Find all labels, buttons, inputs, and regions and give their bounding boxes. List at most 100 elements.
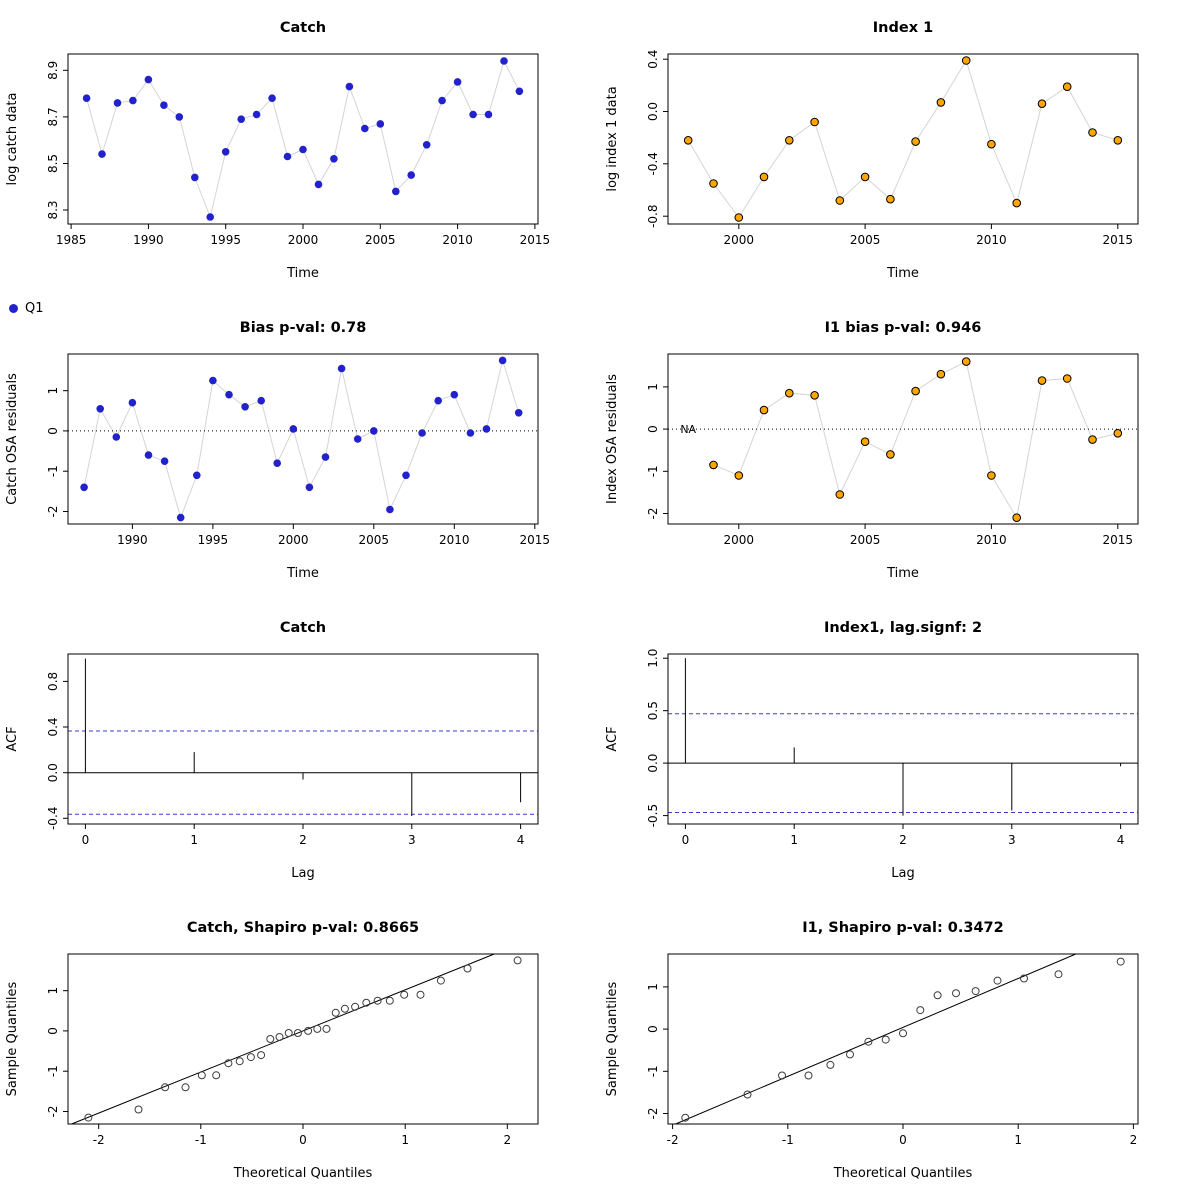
svg-text:1: 1 (1014, 1133, 1022, 1147)
index-acf-chart: Index1, lag.signf: 2 Lag ACF 0 1 2 3 4 -0.5 0.0 0.… (605, 620, 1139, 881)
svg-text:2000: 2000 (278, 533, 309, 547)
svg-text:Lag: Lag (291, 866, 314, 881)
plot-index-osa-residuals: I1 bias p-val: 0.946 Time Index OSA residu… (600, 300, 1200, 600)
svg-text:-2: -2 (93, 1133, 105, 1147)
svg-text:-1: -1 (46, 465, 60, 477)
svg-text:1: 1 (46, 987, 60, 995)
svg-text:2015: 2015 (520, 533, 551, 547)
svg-text:2000: 2000 (724, 233, 755, 247)
svg-text:8.3: 8.3 (46, 200, 60, 219)
svg-text:1: 1 (646, 983, 660, 991)
svg-text:1: 1 (790, 833, 798, 847)
svg-text:1985: 1985 (56, 233, 87, 247)
svg-text:Index1, lag.signf: 2: Index1, lag.signf: 2 (824, 620, 982, 636)
svg-text:0: 0 (82, 833, 90, 847)
svg-text:3: 3 (1008, 833, 1016, 847)
svg-text:Index 1: Index 1 (873, 20, 933, 36)
svg-text:2005: 2005 (850, 233, 881, 247)
svg-text:0: 0 (646, 1025, 660, 1033)
svg-text:0: 0 (299, 1133, 307, 1147)
svg-text:Theoretical Quantiles: Theoretical Quantiles (833, 1166, 973, 1181)
svg-text:1.0: 1.0 (646, 649, 660, 668)
svg-text:0: 0 (46, 427, 60, 435)
svg-text:Time: Time (286, 266, 319, 281)
svg-text:Sample Quantiles: Sample Quantiles (5, 981, 20, 1096)
svg-text:1990: 1990 (133, 233, 164, 247)
svg-text:-1: -1 (646, 1065, 660, 1077)
svg-text:2005: 2005 (365, 233, 396, 247)
svg-text:Catch: Catch (280, 620, 326, 636)
catch-acf-chart: Catch Lag ACF 0 1 2 3 4 -0.4 0.0 0.4 0.8 (5, 620, 539, 881)
svg-text:Bias p-val: 0.78: Bias p-val: 0.78 (240, 320, 367, 336)
svg-text:1: 1 (401, 1133, 409, 1147)
svg-text:0: 0 (646, 425, 660, 433)
svg-text:0.8: 0.8 (46, 672, 60, 691)
svg-text:log catch data: log catch data (5, 93, 20, 186)
svg-text:-0.4: -0.4 (46, 807, 60, 830)
svg-text:ACF: ACF (605, 726, 620, 751)
svg-text:0.0: 0.0 (646, 102, 660, 121)
svg-text:Theoretical Quantiles: Theoretical Quantiles (233, 1166, 373, 1181)
svg-text:2000: 2000 (288, 233, 319, 247)
plot-catch-data: Catch Time log catch data 1985 1990 1995 2000 2… (0, 0, 600, 300)
svg-text:-1: -1 (46, 1065, 60, 1077)
svg-text:8.7: 8.7 (46, 107, 60, 126)
svg-text:log index 1 data: log index 1 data (605, 86, 620, 191)
svg-text:8.5: 8.5 (46, 154, 60, 173)
svg-text:I1 bias p-val: 0.946: I1 bias p-val: 0.946 (825, 320, 982, 336)
svg-text:2: 2 (503, 1133, 511, 1147)
svg-text:0: 0 (899, 1133, 907, 1147)
svg-text:2010: 2010 (439, 533, 470, 547)
svg-text:1: 1 (190, 833, 198, 847)
svg-text:-2: -2 (646, 508, 660, 520)
svg-text:-2: -2 (646, 1108, 660, 1120)
svg-text:2015: 2015 (520, 233, 551, 247)
svg-text:0.5: 0.5 (646, 701, 660, 720)
svg-text:Catch, Shapiro p-val: 0.8665: Catch, Shapiro p-val: 0.8665 (187, 920, 419, 936)
svg-text:2: 2 (299, 833, 307, 847)
svg-text:NA: NA (680, 423, 696, 436)
svg-text:8.9: 8.9 (46, 61, 60, 80)
svg-text:-0.4: -0.4 (646, 152, 660, 175)
svg-text:Catch: Catch (280, 20, 326, 36)
svg-text:1990: 1990 (117, 533, 148, 547)
svg-text:0: 0 (682, 833, 690, 847)
catch-qq-chart: Catch, Shapiro p-val: 0.8665 Theoretical … (5, 920, 539, 1181)
svg-text:0.0: 0.0 (646, 754, 660, 773)
plot-index1-data: Index 1 Time log index 1 data 2000 2005 2010 2… (600, 0, 1200, 300)
svg-text:Time: Time (286, 566, 319, 581)
plot-catch-osa-residuals: Bias p-val: 0.78 Time Catch OSA residuals 1… (0, 300, 600, 600)
svg-text:2015: 2015 (1103, 533, 1134, 547)
svg-text:-2: -2 (46, 1106, 60, 1118)
svg-text:0.0: 0.0 (46, 763, 60, 782)
svg-text:-0.5: -0.5 (646, 804, 660, 827)
svg-text:Time: Time (886, 566, 919, 581)
svg-text:2010: 2010 (976, 533, 1007, 547)
svg-text:2015: 2015 (1103, 233, 1134, 247)
svg-text:-1: -1 (782, 1133, 794, 1147)
index1-data-chart: Index 1 Time log index 1 data 2000 2005 2010 2… (605, 20, 1139, 281)
svg-text:2005: 2005 (850, 533, 881, 547)
index-qq-chart: I1, Shapiro p-val: 0.3472 Theoretical Qua… (605, 920, 1139, 1181)
svg-text:2010: 2010 (442, 233, 473, 247)
svg-text:-2: -2 (667, 1133, 679, 1147)
svg-text:2010: 2010 (976, 233, 1007, 247)
svg-text:Catch OSA residuals: Catch OSA residuals (5, 373, 20, 505)
svg-text:-1: -1 (195, 1133, 207, 1147)
legend-q1-label: Q1 (25, 301, 44, 316)
plot-catch-qq: Catch, Shapiro p-val: 0.8665 Theoretical … (0, 900, 600, 1200)
index-residuals-chart: I1 bias p-val: 0.946 Time Index OSA residu… (605, 320, 1139, 581)
svg-text:0: 0 (46, 1027, 60, 1035)
svg-text:Index OSA residuals: Index OSA residuals (605, 374, 620, 504)
plot-index-qq: I1, Shapiro p-val: 0.3472 Theoretical Qua… (600, 900, 1200, 1200)
legend-q1: Q1 (9, 301, 44, 316)
svg-text:3: 3 (408, 833, 416, 847)
svg-text:4: 4 (1117, 833, 1125, 847)
svg-text:ACF: ACF (5, 726, 20, 751)
svg-text:0.4: 0.4 (46, 717, 60, 736)
svg-text:-0.8: -0.8 (646, 204, 660, 227)
svg-text:2: 2 (1130, 1133, 1138, 1147)
legend-q1-dot-icon (9, 304, 18, 313)
plot-index-acf: Index1, lag.signf: 2 Lag ACF 0 1 2 3 4 -0.5 0.0 0.… (600, 600, 1200, 900)
